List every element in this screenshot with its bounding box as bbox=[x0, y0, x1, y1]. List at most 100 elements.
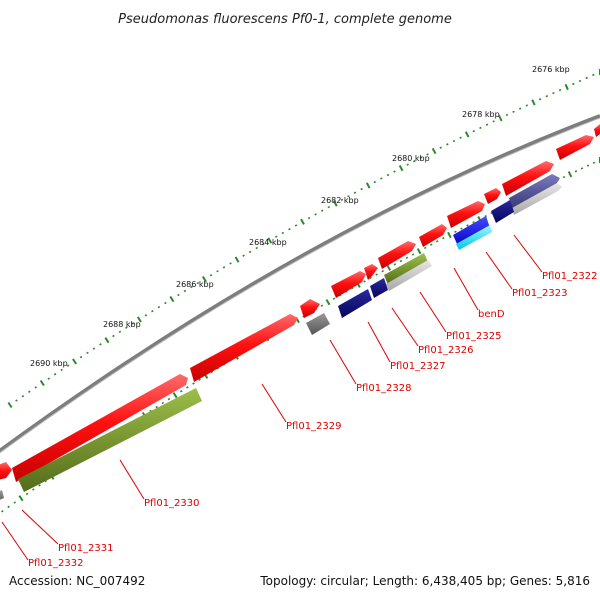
gene-feature[interactable] bbox=[456, 225, 492, 250]
scale-tick bbox=[167, 397, 171, 401]
scale-labels: 2676 kbp 2678 kbp 2680 kbp 2682 kbp 2684… bbox=[30, 65, 570, 368]
gene-labels: Pfl01_2322 Pfl01_2323 benD Pfl01_2325 Pf… bbox=[28, 271, 598, 569]
scale-tick bbox=[592, 161, 596, 164]
scale-tick bbox=[472, 129, 476, 133]
scale-tick bbox=[7, 505, 10, 509]
scale-tick bbox=[485, 123, 489, 126]
scale-tick bbox=[429, 243, 433, 246]
scale-tick bbox=[416, 248, 422, 255]
scale-tick bbox=[92, 347, 96, 350]
gene-feature[interactable] bbox=[491, 200, 514, 223]
gene-label[interactable]: Pfl01_2330 bbox=[144, 498, 200, 509]
gene-feature[interactable] bbox=[386, 260, 432, 291]
gene-feature[interactable] bbox=[419, 224, 447, 247]
gene-feature[interactable] bbox=[331, 271, 366, 298]
scale-tick bbox=[406, 163, 409, 166]
gene-label[interactable]: Pfl01_2326 bbox=[418, 345, 474, 356]
scale-tick bbox=[572, 82, 575, 86]
scale-tick bbox=[472, 221, 475, 224]
scale-tick bbox=[562, 175, 566, 179]
scale-tick bbox=[545, 94, 549, 98]
scale-tick bbox=[464, 131, 470, 138]
gene-label[interactable]: Pfl01_2331 bbox=[58, 543, 114, 554]
scale-tick bbox=[459, 136, 462, 139]
scale-tick bbox=[155, 405, 158, 409]
scale-tick bbox=[183, 289, 187, 293]
gene-feature[interactable] bbox=[0, 462, 12, 482]
gene-feature[interactable] bbox=[502, 161, 554, 196]
gene-feature[interactable] bbox=[18, 388, 202, 492]
gene-feature[interactable] bbox=[556, 135, 594, 160]
scale-tick bbox=[340, 198, 344, 201]
scale-label: 2676 kbp bbox=[532, 65, 570, 74]
gene-feature[interactable] bbox=[306, 313, 330, 335]
scale-tick bbox=[386, 264, 392, 271]
scale-tick bbox=[144, 314, 148, 317]
scale-tick bbox=[447, 231, 452, 239]
scale-tick bbox=[136, 316, 142, 323]
scale-tick bbox=[564, 83, 569, 91]
scale-tick bbox=[580, 167, 584, 170]
scale-tick bbox=[585, 76, 588, 80]
scale-tick bbox=[169, 295, 175, 303]
scale-tick bbox=[393, 170, 396, 173]
gene-feature[interactable] bbox=[453, 216, 490, 246]
gene-label[interactable]: Pfl01_2323 bbox=[512, 288, 568, 299]
gene-feature[interactable] bbox=[370, 278, 388, 298]
scale-label: 2688 kbp bbox=[103, 320, 141, 329]
scale-tick bbox=[399, 259, 403, 263]
scale-tick bbox=[79, 355, 83, 359]
gene-feature[interactable] bbox=[12, 374, 188, 482]
scale-tick bbox=[192, 382, 195, 385]
gene-feature[interactable] bbox=[338, 289, 372, 318]
scale-tick bbox=[261, 243, 265, 246]
gene-label[interactable]: Pfl01_2325 bbox=[446, 331, 502, 342]
gene-feature[interactable] bbox=[0, 490, 4, 504]
scale-tick bbox=[552, 92, 555, 95]
scale-tick bbox=[118, 330, 122, 334]
scale-tick bbox=[490, 211, 493, 215]
scale-tick bbox=[479, 126, 482, 130]
gene-label[interactable]: Pfl01_2332 bbox=[28, 558, 84, 569]
scale-tick bbox=[288, 228, 291, 231]
scale-tick bbox=[363, 280, 366, 283]
gene-feature[interactable] bbox=[300, 299, 320, 318]
scale-label: 2690 kbp bbox=[30, 359, 68, 368]
scale-tick bbox=[13, 501, 17, 504]
scale-tick bbox=[39, 379, 45, 387]
gene-feature[interactable] bbox=[447, 201, 485, 228]
scale-tick bbox=[353, 191, 357, 194]
gene-label[interactable]: benD bbox=[478, 309, 505, 320]
scale-tick bbox=[365, 182, 371, 189]
scale-tick bbox=[512, 110, 515, 113]
scale-tick bbox=[18, 495, 24, 502]
scale-tick bbox=[275, 235, 278, 238]
gene-feature[interactable] bbox=[364, 264, 378, 280]
scale-tick bbox=[25, 492, 29, 496]
map-title: Pseudomonas fluorescens Pf0-1, complete … bbox=[118, 12, 452, 27]
gene-feature[interactable] bbox=[484, 188, 501, 204]
scale-tick bbox=[347, 195, 350, 198]
scale-tick bbox=[294, 224, 298, 227]
scale-tick bbox=[28, 390, 31, 393]
gene-feature[interactable] bbox=[512, 183, 562, 215]
gene-label[interactable]: Pfl01_2328 bbox=[356, 383, 412, 394]
scale-tick bbox=[325, 299, 331, 306]
gene-feature[interactable] bbox=[594, 124, 600, 137]
gene-label[interactable]: Pfl01_2329 bbox=[286, 421, 342, 432]
scale-tick bbox=[242, 254, 245, 257]
gene-feature[interactable] bbox=[190, 314, 298, 382]
scale-label: 2684 kbp bbox=[249, 238, 287, 247]
gene-feature[interactable] bbox=[384, 253, 428, 285]
gene-label[interactable]: Pfl01_2327 bbox=[390, 361, 446, 372]
scale-tick bbox=[172, 392, 178, 399]
scale-tick bbox=[436, 240, 439, 243]
scale-tick bbox=[531, 99, 536, 106]
scale-tick bbox=[333, 200, 338, 207]
gene-feature[interactable] bbox=[378, 241, 416, 269]
gene-label[interactable]: Pfl01_2322 bbox=[542, 271, 598, 282]
scale-tick bbox=[131, 322, 135, 325]
scale-tick bbox=[209, 274, 213, 277]
gene-feature[interactable] bbox=[509, 174, 560, 210]
